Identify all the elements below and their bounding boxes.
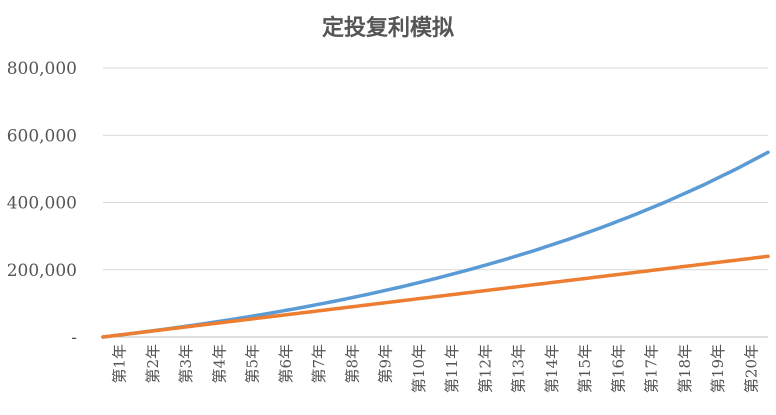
x-tick-label: 第16年: [609, 344, 627, 393]
x-tick-label: 第9年: [377, 344, 395, 384]
x-tick-label: 第20年: [742, 344, 760, 393]
x-tick-label: 第7年: [310, 344, 328, 384]
x-tick-label: 第5年: [244, 344, 262, 384]
x-tick-label: 第12年: [476, 344, 494, 393]
y-tick-label: 400,000: [7, 194, 77, 214]
x-tick-label: 第13年: [510, 344, 528, 393]
y-tick-label: 800,000: [7, 59, 77, 79]
x-tick-label: 第18年: [676, 344, 694, 393]
x-tick-label: 第11年: [443, 344, 461, 393]
y-tick-label: 600,000: [7, 126, 77, 146]
x-tick-label: 第3年: [177, 344, 195, 384]
x-tick-label: 第15年: [576, 344, 594, 393]
x-tick-label: 第1年: [111, 344, 129, 384]
x-tick-label: 第17年: [643, 344, 661, 393]
x-tick-label: 第6年: [277, 344, 295, 384]
y-tick-label: -: [71, 328, 77, 348]
chart-title: 定投复利模拟: [321, 15, 454, 41]
series-line-1: [101, 150, 770, 339]
x-tick-label: 第2年: [144, 344, 162, 384]
x-tick-label: 第10年: [410, 344, 428, 393]
y-tick-label: 200,000: [7, 261, 77, 281]
x-tick-label: 第8年: [343, 344, 361, 384]
series-line-2: [101, 254, 770, 339]
x-tick-label: 第4年: [210, 344, 228, 384]
x-tick-label: 第14年: [543, 344, 561, 393]
x-tick-label: 第19年: [709, 344, 727, 393]
